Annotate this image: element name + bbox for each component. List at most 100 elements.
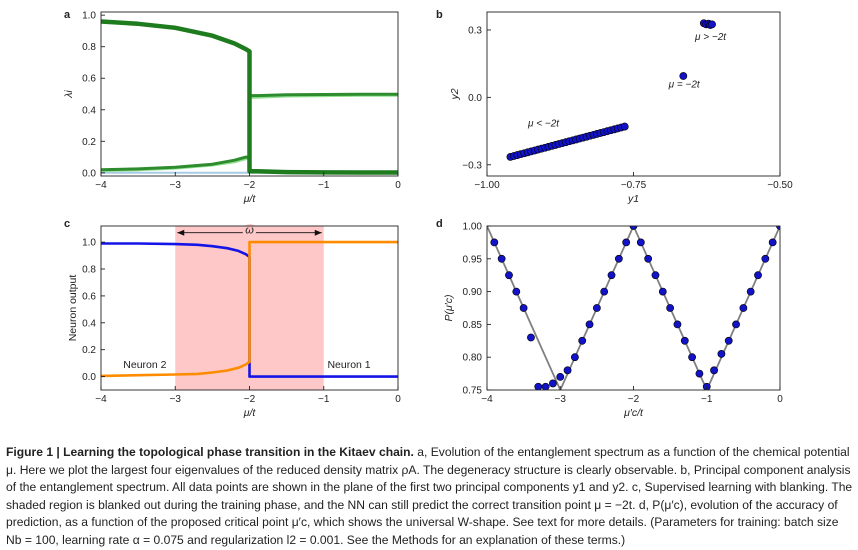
caption-label: Figure 1 | Learning the topological phas… — [6, 445, 414, 459]
accuracy-point — [571, 353, 579, 362]
accuracy-point — [651, 271, 660, 280]
x-tick-label: −0.75 — [621, 180, 647, 191]
accuracy-point — [497, 254, 506, 263]
accuracy-point — [717, 350, 726, 358]
accuracy-point — [490, 238, 499, 247]
accuracy-point — [549, 379, 557, 388]
x-tick-label: −2 — [628, 394, 640, 405]
y-tick-label: 1.0 — [82, 11, 96, 22]
x-tick-label: −1 — [318, 394, 330, 405]
accuracy-point — [563, 366, 572, 375]
accuracy-point — [636, 238, 645, 247]
y-axis-label: Neuron output — [67, 275, 79, 342]
x-tick-label: −4 — [95, 394, 107, 405]
x-tick-label: −3 — [555, 394, 567, 405]
w-shape-line — [487, 226, 780, 390]
accuracy-point — [688, 353, 696, 362]
y-tick-label: 0.0 — [82, 372, 96, 383]
figure-caption: Figure 1 | Learning the topological phas… — [6, 444, 854, 550]
neuron-line — [101, 242, 398, 378]
accuracy-point — [644, 254, 653, 263]
panel-d-accuracy-wshape: −4 −3 −2 −1 0 0.75 0.80 0.85 0.90 0.95 1.00 μ′c/t P(… — [443, 222, 783, 420]
accuracy-point — [527, 333, 535, 342]
neuron-label: Neuron 1 — [327, 359, 370, 371]
x-tick-label: −1 — [701, 394, 713, 405]
accuracy-point — [754, 271, 762, 280]
accuracy-point — [746, 287, 755, 296]
accuracy-point — [600, 287, 609, 296]
panel-b-letter: b — [436, 9, 443, 21]
accuracy-point — [505, 271, 513, 280]
neuron-line — [100, 240, 398, 378]
x-axis-label: μ/t — [243, 407, 257, 419]
panel-a-entanglement-spectrum: −4 −3 −2 −1 0 0.0 0.2 0.4 0.6 0.8 1.0 μ/t λi — [63, 11, 401, 205]
accuracy-point — [512, 287, 521, 296]
accuracy-point — [776, 226, 780, 230]
panel-c-neuron-output: ω Neuron 2 Neuron 1 −4 −3 −2 −1 0 0.0 0.2 0.4 0.6 0.… — [67, 222, 401, 419]
y-axis-label: λi — [63, 90, 75, 99]
accuracy-point — [666, 304, 675, 312]
accuracy-point — [680, 336, 689, 345]
y-tick-label: 0.75 — [463, 386, 483, 397]
y-tick-label: 0.90 — [463, 287, 483, 298]
y-tick-label: 1.0 — [82, 238, 96, 249]
y-tick-label: 0.2 — [82, 345, 96, 356]
accuracy-point — [556, 372, 565, 381]
x-axis-label: μ/t — [243, 193, 257, 205]
y-tick-label: 0.4 — [82, 318, 96, 329]
pca-annotation: μ = −2t — [668, 79, 701, 90]
panel-d-letter: d — [436, 218, 443, 230]
panel-a-letter: a — [64, 9, 71, 21]
y-tick-label: 0.8 — [82, 42, 96, 53]
neuron-label: Neuron 2 — [123, 359, 166, 371]
pca-point — [708, 20, 716, 29]
accuracy-point — [739, 304, 748, 312]
figure-canvas: a b c d −4 −3 −2 −1 0 0.0 0.2 0.4 0.6 0.8 1.0 μ/t λi… — [63, 9, 793, 420]
pca-annotation: μ > −2t — [694, 32, 727, 43]
omega-label: ω — [245, 225, 254, 237]
y-tick-label: 0.0 — [82, 168, 96, 179]
accuracy-point — [534, 382, 543, 390]
plot-frame — [486, 225, 781, 391]
accuracy-point — [695, 369, 704, 378]
accuracy-point — [761, 254, 770, 263]
panel-c-letter: c — [64, 218, 70, 230]
accuracy-point — [724, 336, 733, 345]
omega-arrowhead-right — [314, 229, 322, 236]
y-tick-label: 0.85 — [463, 320, 483, 331]
y-tick-label: 0.0 — [468, 93, 482, 104]
pca-annotation: μ < −2t — [527, 119, 560, 130]
x-tick-label: 0 — [395, 394, 401, 405]
accuracy-point — [607, 271, 616, 280]
x-tick-label: −2 — [244, 394, 256, 405]
y-axis-label: y2 — [449, 88, 461, 100]
plot-area — [487, 226, 780, 390]
y-tick-label: 0.95 — [463, 254, 483, 265]
x-axis-label: y1 — [627, 193, 639, 205]
accuracy-point — [578, 336, 587, 345]
x-tick-label: 0 — [777, 394, 783, 405]
accuracy-point — [541, 382, 550, 390]
y-tick-label: 0.80 — [463, 353, 483, 364]
y-tick-label: 0.2 — [82, 137, 96, 148]
pca-point — [679, 72, 688, 80]
accuracy-point — [585, 320, 594, 329]
y-axis-label: P(μ′c) — [443, 295, 455, 322]
x-tick-label: −4 — [95, 180, 107, 191]
x-tick-label: −3 — [170, 394, 182, 405]
accuracy-point — [614, 254, 623, 263]
accuracy-point — [622, 238, 631, 247]
accuracy-point — [710, 366, 718, 375]
x-tick-label: −1.00 — [474, 180, 500, 191]
x-tick-label: −3 — [170, 180, 182, 191]
y-tick-label: 1.00 — [463, 222, 483, 233]
eigenvalue-line — [100, 19, 398, 175]
y-tick-label: 0.8 — [82, 265, 96, 276]
y-tick-label: 0.3 — [468, 25, 482, 36]
x-tick-label: −1 — [318, 180, 330, 191]
x-tick-label: −2 — [244, 180, 256, 191]
accuracy-point — [768, 238, 777, 247]
y-tick-label: 0.4 — [82, 105, 96, 116]
x-axis-label: μ′c/t — [623, 407, 644, 419]
pca-point — [620, 122, 629, 131]
